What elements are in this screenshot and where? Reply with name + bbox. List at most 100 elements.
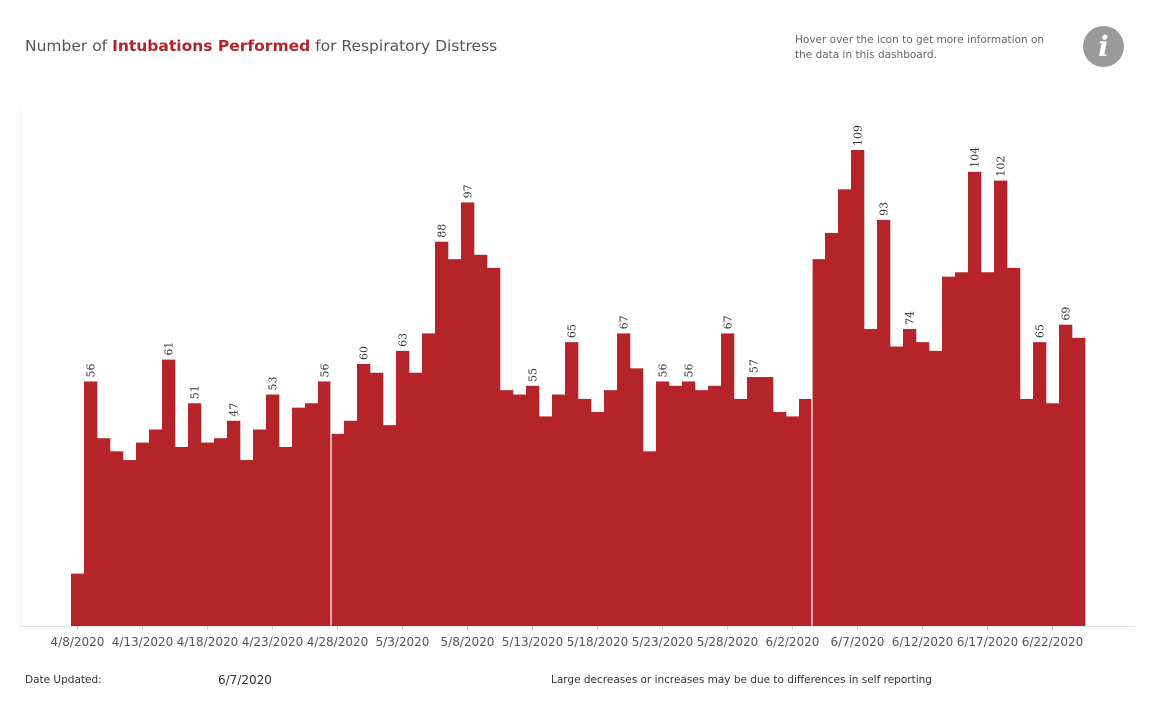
bar-55[interactable] (786, 416, 800, 626)
bar-11[interactable] (214, 438, 228, 626)
bar-32[interactable] (487, 267, 501, 626)
bar-47[interactable] (682, 381, 696, 626)
bar-64[interactable] (903, 329, 917, 626)
value-label-30: 97 (462, 184, 475, 198)
bar-53[interactable] (760, 377, 774, 626)
x-tick-label-9: 5/23/2020 (632, 635, 694, 649)
value-label-60: 109 (852, 125, 865, 146)
bar-38[interactable] (565, 342, 579, 626)
bar-27[interactable] (422, 333, 436, 626)
bar-3[interactable] (110, 451, 124, 626)
bar-76[interactable] (1059, 324, 1073, 626)
bar-67[interactable] (942, 276, 956, 626)
bar-24[interactable] (383, 425, 397, 626)
bar-9[interactable] (188, 403, 202, 626)
bar-26[interactable] (409, 372, 423, 626)
bar-54[interactable] (773, 412, 787, 626)
bar-2[interactable] (97, 438, 111, 626)
bar-61[interactable] (864, 329, 878, 626)
bar-69[interactable] (968, 171, 982, 626)
bar-65[interactable] (916, 342, 930, 626)
bar-41[interactable] (604, 390, 618, 626)
bar-42[interactable] (617, 333, 631, 626)
bar-37[interactable] (552, 394, 566, 626)
bar-22[interactable] (357, 363, 371, 626)
bar-18[interactable] (305, 403, 319, 626)
bar-12[interactable] (227, 420, 241, 626)
bar-71[interactable] (994, 180, 1008, 626)
x-tick-label-12: 6/7/2020 (831, 635, 885, 649)
bar-31[interactable] (474, 254, 488, 626)
bar-21[interactable] (344, 420, 358, 626)
bar-23[interactable] (370, 372, 384, 626)
value-label-9: 51 (189, 385, 202, 399)
title-highlight: Intubations Performed (112, 37, 311, 55)
bar-72[interactable] (1007, 267, 1021, 626)
value-label-42: 67 (618, 315, 631, 329)
bar-57[interactable] (812, 259, 826, 626)
value-label-38: 65 (566, 324, 579, 338)
bar-7[interactable] (162, 359, 176, 626)
bar-58[interactable] (825, 232, 839, 626)
bar-20[interactable] (331, 433, 345, 626)
bar-75[interactable] (1046, 403, 1060, 626)
bar-46[interactable] (669, 385, 683, 626)
bar-34[interactable] (513, 394, 527, 626)
bar-40[interactable] (591, 412, 605, 626)
bar-44[interactable] (643, 451, 657, 626)
bar-73[interactable] (1020, 398, 1034, 626)
bar-25[interactable] (396, 350, 410, 626)
bar-30[interactable] (461, 202, 475, 626)
value-label-7: 61 (163, 342, 176, 356)
bar-33[interactable] (500, 390, 514, 626)
info-icon[interactable]: i (1083, 26, 1124, 67)
value-label-35: 55 (527, 368, 540, 382)
bar-52[interactable] (747, 377, 761, 626)
bar-70[interactable] (981, 272, 995, 626)
bar-77[interactable] (1072, 337, 1086, 626)
bar-66[interactable] (929, 350, 943, 626)
title-suffix: for Respiratory Distress (310, 37, 498, 55)
x-tick-label-11: 6/2/2020 (766, 635, 820, 649)
value-label-76: 69 (1060, 307, 1073, 321)
bar-10[interactable] (201, 442, 215, 626)
bar-28[interactable] (435, 241, 449, 626)
x-tick-label-7: 5/13/2020 (502, 635, 564, 649)
info-icon-glyph: i (1098, 30, 1109, 63)
value-label-19: 56 (319, 363, 332, 377)
bar-63[interactable] (890, 346, 904, 626)
x-tick-label-6: 5/8/2020 (441, 635, 495, 649)
bar-62[interactable] (877, 219, 891, 626)
bar-14[interactable] (253, 429, 267, 626)
bar-68[interactable] (955, 272, 969, 626)
bar-36[interactable] (539, 416, 553, 626)
bar-39[interactable] (578, 398, 592, 626)
x-tick-label-14: 6/17/2020 (957, 635, 1019, 649)
bar-35[interactable] (526, 385, 540, 626)
chart-title: Number of Intubations Performed for Resp… (25, 37, 497, 55)
bar-0[interactable] (71, 573, 85, 626)
bar-8[interactable] (175, 446, 189, 626)
bar-6[interactable] (149, 429, 163, 626)
bar-17[interactable] (292, 407, 306, 626)
bar-29[interactable] (448, 259, 462, 626)
bar-43[interactable] (630, 368, 644, 626)
bar-13[interactable] (240, 460, 254, 626)
bar-16[interactable] (279, 446, 293, 626)
bar-59[interactable] (838, 189, 852, 627)
bar-51[interactable] (734, 398, 748, 626)
bar-45[interactable] (656, 381, 670, 626)
bar-19[interactable] (318, 381, 332, 626)
bar-1[interactable] (84, 381, 98, 626)
x-tick-label-2: 4/18/2020 (177, 635, 239, 649)
bar-50[interactable] (721, 333, 735, 626)
bar-56[interactable] (799, 398, 813, 626)
bar-74[interactable] (1033, 342, 1047, 626)
bar-49[interactable] (708, 385, 722, 626)
value-label-12: 47 (228, 403, 241, 417)
bar-5[interactable] (136, 442, 150, 626)
bar-4[interactable] (123, 460, 137, 626)
bar-15[interactable] (266, 394, 280, 626)
bar-60[interactable] (851, 150, 865, 626)
bar-48[interactable] (695, 390, 709, 626)
